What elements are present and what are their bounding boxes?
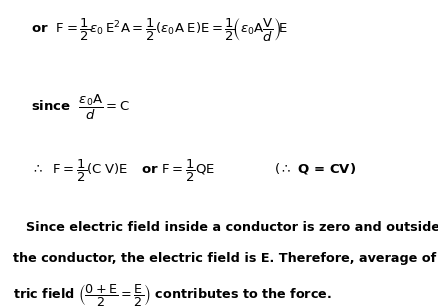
Text: since  $\dfrac{\varepsilon_0\mathrm{A}}{d} = \mathrm{C}$: since $\dfrac{\varepsilon_0\mathrm{A}}{d…: [31, 92, 129, 122]
Text: tric field $\left(\dfrac{0+\mathrm{E}}{2} = \dfrac{\mathrm{E}}{2}\right)$ contri: tric field $\left(\dfrac{0+\mathrm{E}}{2…: [13, 282, 331, 306]
Text: or  $\mathrm{F} = \dfrac{1}{2}\varepsilon_0\, \mathrm{E}^2\mathrm{A} = \dfrac{1}: or $\mathrm{F} = \dfrac{1}{2}\varepsilon…: [31, 17, 287, 44]
Text: Since electric field inside a conductor is zero and outside: Since electric field inside a conductor …: [25, 222, 438, 234]
Text: $\therefore\;$ $\mathrm{F=\dfrac{1}{2}(C\; V)E}$   or $\mathrm{F = \dfrac{1}{2}Q: $\therefore\;$ $\mathrm{F=\dfrac{1}{2}(C…: [31, 158, 355, 185]
Text: the conductor, the electric field is E. Therefore, average of elec-: the conductor, the electric field is E. …: [13, 252, 438, 265]
